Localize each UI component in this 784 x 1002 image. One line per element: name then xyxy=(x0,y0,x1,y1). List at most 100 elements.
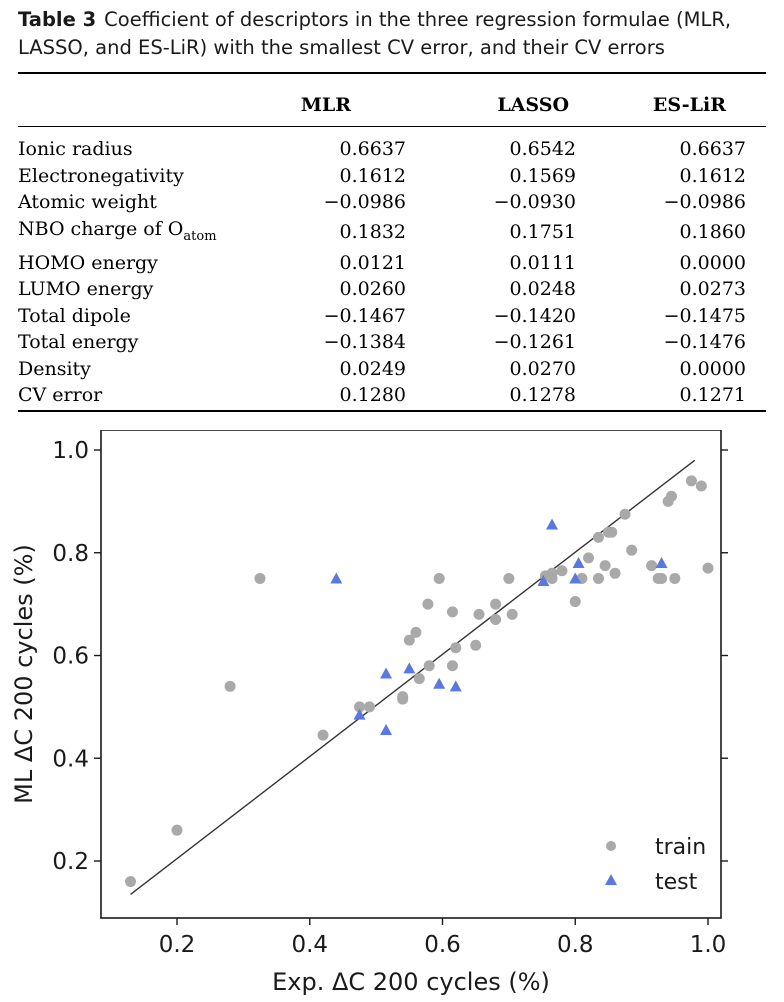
row-name: HOMO energy xyxy=(18,251,158,274)
table-top-rule xyxy=(18,72,766,74)
row-name: Total energy xyxy=(18,331,139,354)
train-point xyxy=(546,572,558,584)
cell-es-lir: 0.0000 xyxy=(679,357,746,380)
x-axis-label: Exp. ΔC 200 cycles (%) xyxy=(272,968,550,996)
row-name: NBO charge of Oatom xyxy=(18,217,217,244)
cell-mlr: 0.1612 xyxy=(339,164,406,187)
plot-frame xyxy=(100,430,722,919)
row-name: Electronegativity xyxy=(18,164,184,187)
row-name: CV error xyxy=(18,384,103,407)
table-row: Electronegativity 0.1612 0.1569 0.1612 xyxy=(18,163,766,190)
test-point xyxy=(655,557,668,569)
column-header-lasso: LASSO xyxy=(497,94,569,116)
train-point xyxy=(702,562,714,574)
train-point xyxy=(556,565,568,577)
row-name-subscript: atom xyxy=(183,228,217,244)
train-point xyxy=(470,639,482,651)
table-row: Total energy −0.1384 −0.1261 −0.1476 xyxy=(18,329,766,356)
legend-train-marker xyxy=(606,841,616,851)
train-point xyxy=(583,552,595,564)
test-point xyxy=(330,572,343,584)
x-tick-label: 0.4 xyxy=(291,932,328,958)
train-point xyxy=(433,572,445,584)
train-point xyxy=(695,480,707,492)
cell-lasso: 0.0270 xyxy=(509,357,576,380)
cell-mlr: 0.0260 xyxy=(339,278,406,301)
train-point xyxy=(397,693,409,705)
train-point xyxy=(609,567,621,579)
table-header-rule xyxy=(18,126,766,127)
table-caption: Table 3 Coefficient of descriptors in the… xyxy=(18,6,768,62)
cell-lasso: 0.6542 xyxy=(509,138,576,160)
x-tick-label: 1.0 xyxy=(690,932,727,958)
y-tick-label: 0.6 xyxy=(52,644,89,670)
cell-es-lir: −0.1476 xyxy=(663,331,746,354)
train-point xyxy=(317,729,329,741)
table-row: CV error 0.1280 0.1278 0.1271 xyxy=(18,382,766,409)
y-axis-label: ML ΔC 200 cycles (%) xyxy=(10,544,38,804)
train-point xyxy=(125,876,137,888)
train-point xyxy=(410,626,422,638)
row-name: Ionic radius xyxy=(18,138,133,160)
cell-lasso: 0.0248 xyxy=(509,278,576,301)
cell-es-lir: 0.1612 xyxy=(679,164,746,187)
train-point xyxy=(592,572,604,584)
legend-test-label: test xyxy=(655,870,698,895)
cell-mlr: 0.1280 xyxy=(339,384,406,407)
cell-es-lir: −0.1475 xyxy=(663,304,746,327)
train-point xyxy=(506,608,518,620)
table-header-row: MLR LASSO ES-LiR xyxy=(18,84,766,126)
train-point xyxy=(685,475,697,487)
row-name: Total dipole xyxy=(18,304,131,327)
x-tick-label: 0.2 xyxy=(159,932,196,958)
train-point xyxy=(646,560,658,572)
legend: train test xyxy=(605,835,706,895)
train-point xyxy=(606,526,618,538)
cell-mlr: 0.6637 xyxy=(339,138,406,160)
legend-test-marker xyxy=(605,874,617,885)
table-row: HOMO energy 0.0121 0.0111 0.0000 xyxy=(18,250,766,277)
x-tick-label: 0.6 xyxy=(424,932,461,958)
caption-text: Coefficient of descriptors in the three … xyxy=(18,8,732,59)
cell-lasso: 0.0111 xyxy=(509,251,576,274)
train-point xyxy=(592,531,604,543)
column-header-es-lir: ES-LiR xyxy=(652,94,726,116)
train-point xyxy=(254,572,266,584)
train-point xyxy=(473,608,485,620)
train-point xyxy=(446,606,458,618)
table-row: LUMO energy 0.0260 0.0248 0.0273 xyxy=(18,276,766,303)
train-point xyxy=(665,490,677,502)
cell-lasso: 0.1751 xyxy=(509,221,576,244)
cell-es-lir: 0.1860 xyxy=(679,221,746,244)
table-label: Table 3 xyxy=(18,8,97,31)
column-header-mlr: MLR xyxy=(300,94,351,116)
cell-mlr: −0.1467 xyxy=(323,304,406,327)
cell-mlr: 0.0121 xyxy=(339,251,406,274)
train-point xyxy=(446,660,458,672)
train-point xyxy=(490,598,502,610)
train-point xyxy=(413,673,425,685)
row-name: Atomic weight xyxy=(18,191,157,213)
train-point xyxy=(669,572,681,584)
row-name: Density xyxy=(18,357,91,380)
test-point xyxy=(537,575,550,587)
test-point xyxy=(569,572,582,584)
cell-lasso: −0.1261 xyxy=(493,331,576,354)
train-point xyxy=(224,680,236,692)
cell-es-lir: −0.0986 xyxy=(663,191,746,213)
y-tick-label: 1.0 xyxy=(52,438,89,464)
test-point xyxy=(433,677,446,689)
train-point xyxy=(619,508,631,520)
train-point xyxy=(569,596,581,608)
table-row: Ionic radius 0.6637 0.6542 0.6637 xyxy=(18,136,766,163)
test-point xyxy=(380,667,393,679)
train-point xyxy=(626,544,638,556)
x-tick-label: 0.8 xyxy=(557,932,594,958)
train-point xyxy=(656,572,668,584)
table-bottom-rule xyxy=(18,410,766,412)
cell-es-lir: 0.6637 xyxy=(679,138,746,160)
y-tick-label: 0.8 xyxy=(52,541,89,567)
cell-lasso: −0.0930 xyxy=(493,191,576,213)
table-spacer xyxy=(18,126,766,136)
cell-mlr: 0.1832 xyxy=(339,221,406,244)
